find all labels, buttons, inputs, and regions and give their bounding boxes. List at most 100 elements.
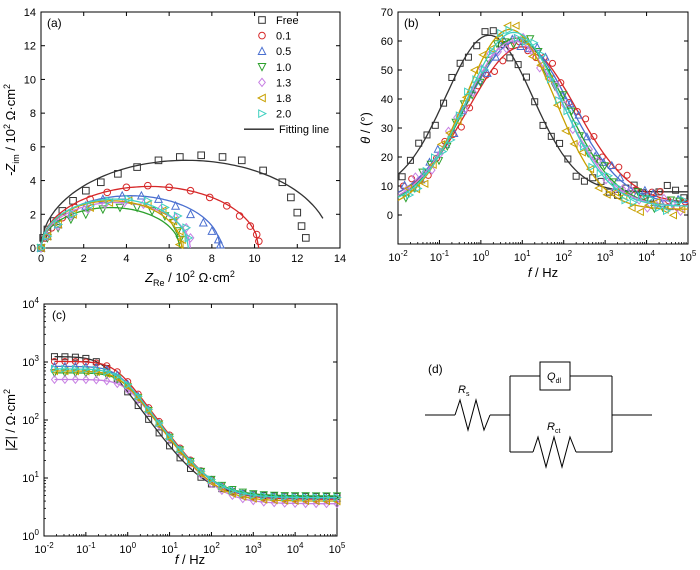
b-point [426,160,435,169]
a-ytick-label: 2 [30,209,36,221]
b-point [594,156,602,166]
c-point [260,491,269,501]
b-point [489,46,498,56]
b-point [590,133,598,141]
b-point [511,21,520,30]
resistor-rs-symbol [454,398,491,432]
c-point [302,493,311,502]
c-point [301,498,310,509]
a-xtick-label: 8 [209,253,215,265]
b-point [679,195,688,205]
b-point [406,156,414,164]
b-point [440,99,448,107]
c-point [197,466,206,476]
a-ytick-label: 14 [24,7,36,19]
a-point [42,231,52,240]
a-point [103,188,112,197]
a-point [66,215,76,225]
c-point [333,493,342,502]
b-point [641,195,651,204]
c-fit-line [54,368,337,499]
c-point [103,367,112,376]
c-point [228,486,238,495]
b-point [458,106,467,115]
panel-d-equivalent-circuit: (d) Rs Qdl Rct [425,361,652,469]
b-point [635,207,644,217]
a-legend-marker [258,77,266,88]
panel-d-label: (d) [428,362,443,376]
b-point [646,194,655,203]
panel-c-ylabel: |Z| / Ω·cm2 [2,389,18,451]
a-xtick-label: 14 [334,253,346,265]
c-point [239,489,248,498]
b-point [444,126,453,136]
b-point [428,160,437,170]
b-point [492,40,502,49]
c-point [61,358,69,366]
b-point [489,27,497,35]
a-point [173,211,183,221]
a-point [43,231,53,241]
b-point [571,119,580,129]
panel-c-xlabel: f / Hz [175,552,205,567]
a-point [154,156,163,165]
b-ytick-label: 60 [381,36,393,48]
a-ytick-label: 0 [30,243,36,255]
a-xtick-label: 6 [166,253,172,265]
b-point [491,52,501,61]
a-point [114,170,122,178]
a-point [86,201,96,211]
b-point [464,53,472,61]
b-point [486,49,494,59]
c-fit-line [54,360,337,500]
b-ytick-label: 0 [387,210,393,222]
panel-c-bode-magnitude-plot: 10-2 10-1 100 101 102 103 104 105 100 101 102 103 10… [2,296,346,567]
a-ytick-label: 4 [30,176,36,188]
c-point [92,365,101,375]
b-point [557,91,567,100]
b-point [455,111,464,120]
a-legend-label: Fitting line [279,124,329,136]
a-xtick-label: 2 [81,253,87,265]
b-point [472,75,481,84]
b-point [547,75,556,84]
b-point [585,164,595,174]
c-point [176,444,185,454]
a-point [213,234,223,244]
panel-a-label: (a) [47,16,62,30]
b-fit-line [397,28,688,210]
b-point [408,175,416,183]
b-point [676,206,685,217]
c-ytick-label: 100 [22,528,39,543]
b-point [456,59,464,67]
b-point [443,142,452,151]
b-point [623,171,631,179]
b-point [627,203,636,213]
a-ytick-label: 6 [30,142,36,154]
c-ytick-label: 104 [22,296,39,311]
a-fit-line [40,206,181,249]
panel-b-ylabel: θ / (°) [358,112,373,144]
b-point [464,87,473,96]
b-point [502,44,511,54]
b-xtick-label: 104 [638,249,655,264]
a-legend-marker [257,63,267,72]
a-point [37,243,46,253]
c-point [82,364,91,374]
b-point [478,50,487,60]
c-point [50,353,58,361]
b-ytick-label: 10 [381,181,393,193]
a-point [105,196,115,206]
b-point [607,160,617,169]
a-point [218,153,227,161]
a-point [143,181,152,190]
b-xtick-label: 10-2 [388,249,408,264]
b-point [640,185,650,194]
c-point [113,378,121,389]
b-point [648,188,658,197]
b-point [549,59,557,67]
b-ytick-label: 20 [381,152,393,164]
b-point [527,46,536,56]
b-point [668,211,677,220]
c-point [50,358,58,366]
